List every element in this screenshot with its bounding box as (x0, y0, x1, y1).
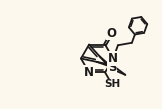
Text: O: O (107, 27, 117, 40)
Text: N: N (84, 66, 94, 79)
Text: SH: SH (104, 79, 120, 89)
Text: S: S (108, 61, 116, 74)
Text: N: N (108, 52, 118, 65)
